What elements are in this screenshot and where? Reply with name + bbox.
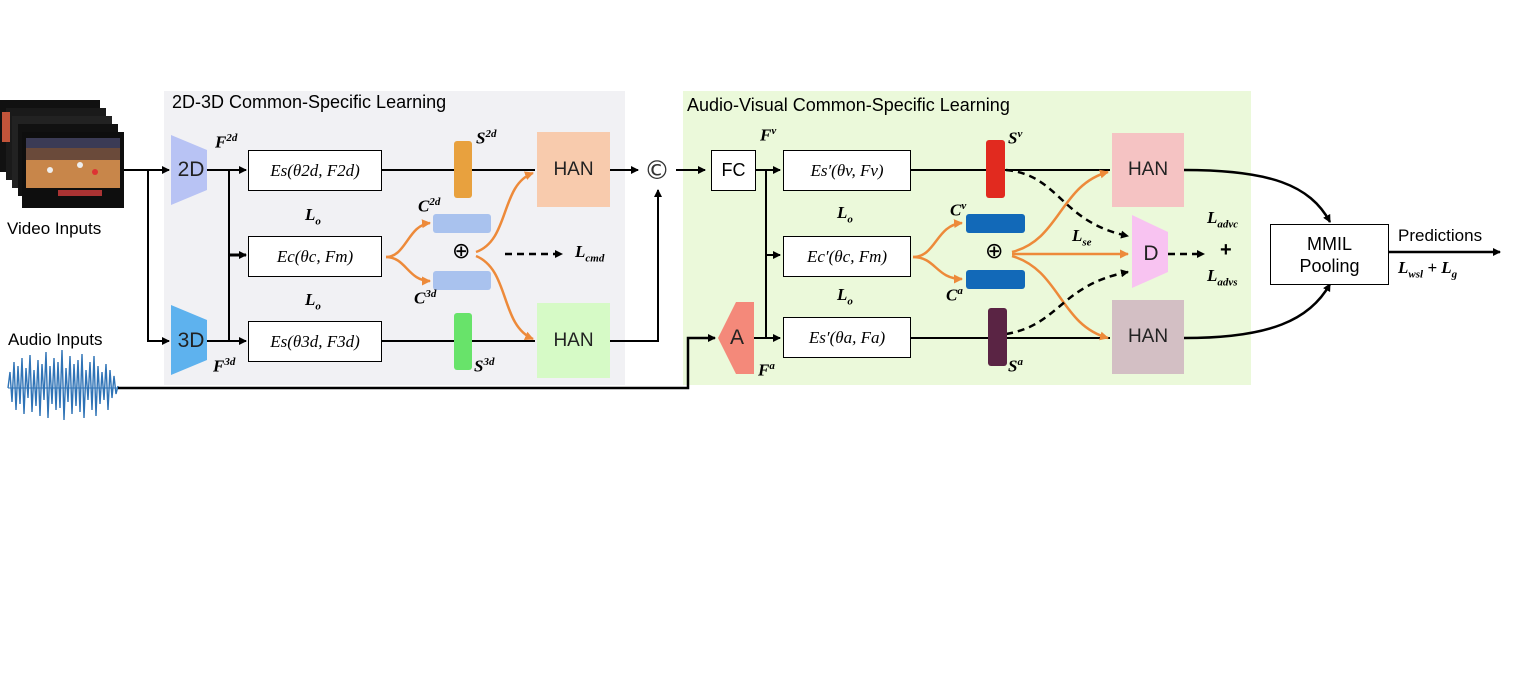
common-encoder-left: Ec(θc, Fm)	[248, 236, 382, 277]
label-c3d: C3d	[414, 288, 437, 308]
label-lo-right-top: Lo	[837, 203, 853, 226]
label-sa: Sa	[1008, 356, 1023, 376]
left-panel-title: 2D-3D Common-Specific Learning	[172, 92, 447, 112]
common-feature-2d-bar	[433, 214, 491, 233]
specific-feature-audio-bar	[988, 308, 1007, 366]
common-encoder-right-text: Ec′(θc, Fm)	[806, 246, 888, 266]
label-s3d: S3d	[474, 356, 495, 376]
specific-encoder-3d: Es(θ3d, F3d)	[248, 321, 382, 362]
specific-encoder-visual: Es′(θv, Fv)	[783, 150, 911, 191]
label-c2d: C2d	[418, 196, 441, 216]
mmil-pooling-line2: Pooling	[1299, 255, 1360, 276]
han-block-audio: HAN	[1112, 300, 1184, 374]
adversarial-plus-symbol: +	[1220, 239, 1232, 261]
label-fa: Fa	[758, 360, 775, 380]
specific-encoder-3d-text: Es(θ3d, F3d)	[270, 331, 360, 351]
discriminator-label: D	[1143, 242, 1159, 265]
specific-feature-3d-bar	[454, 313, 472, 370]
audio-waveform-icon	[7, 349, 119, 421]
extractor-2d-label: 2D	[177, 158, 205, 181]
specific-encoder-2d-text: Es(θ2d, F2d)	[270, 160, 360, 180]
label-lo-left-bottom: Lo	[305, 290, 321, 313]
common-encoder-left-text: Ec(θc, Fm)	[276, 246, 354, 266]
fusion-symbol-right: ⊕	[985, 239, 1004, 264]
label-sv: Sv	[1008, 128, 1023, 148]
label-s2d: S2d	[476, 128, 497, 148]
mmil-pooling-line1: MMIL	[1307, 233, 1352, 254]
label-lse: Lse	[1072, 226, 1092, 249]
fc-layer-box: FC	[711, 150, 756, 191]
label-f3d: F3d	[213, 356, 236, 376]
audio-inputs-label: Audio Inputs	[8, 330, 103, 349]
specific-encoder-audio: Es′(θa, Fa)	[783, 317, 911, 358]
han-block-3d: HAN	[537, 303, 610, 378]
label-lo-right-bottom: Lo	[837, 285, 853, 308]
predictions-label: Predictions	[1398, 226, 1483, 245]
label-lcmd: Lcmd	[575, 242, 605, 265]
label-final-loss: Lwsl + Lg	[1398, 258, 1458, 281]
label-ladvs: Ladvs	[1207, 266, 1238, 289]
extractor-2d-shape	[171, 135, 207, 205]
label-fv: Fv	[760, 125, 777, 145]
extractor-3d-label: 3D	[177, 329, 205, 352]
extractor-3d-shape	[171, 305, 207, 375]
common-feature-3d-bar	[433, 271, 491, 290]
label-cv: Cv	[950, 200, 967, 220]
specific-encoder-visual-text: Es′(θv, Fv)	[810, 160, 884, 180]
right-panel-title: Audio-Visual Common-Specific Learning	[687, 95, 1010, 115]
specific-feature-visual-bar	[986, 140, 1005, 198]
video-frames-icon	[0, 100, 124, 208]
extractor-audio-shape	[718, 302, 754, 374]
label-f2d: F2d	[215, 132, 238, 152]
mmil-pooling-box: MMIL Pooling	[1270, 224, 1389, 285]
specific-feature-2d-bar	[454, 141, 472, 198]
concat-symbol: ©	[644, 156, 670, 186]
fusion-symbol-left: ⊕	[452, 239, 471, 264]
common-feature-visual-bar	[966, 214, 1025, 233]
common-encoder-right: Ec′(θc, Fm)	[783, 236, 911, 277]
video-inputs-label: Video Inputs	[7, 219, 102, 238]
specific-encoder-audio-text: Es′(θa, Fa)	[808, 327, 886, 347]
common-feature-audio-bar	[966, 270, 1025, 289]
specific-encoder-2d: Es(θ2d, F2d)	[248, 150, 382, 191]
han-block-2d: HAN	[537, 132, 610, 207]
label-ca: Ca	[946, 285, 963, 305]
han-block-visual: HAN	[1112, 133, 1184, 207]
discriminator-shape	[1132, 215, 1168, 288]
extractor-audio-label: A	[729, 326, 744, 349]
label-ladvc: Ladvc	[1207, 208, 1239, 231]
label-lo-left-top: Lo	[305, 205, 321, 228]
